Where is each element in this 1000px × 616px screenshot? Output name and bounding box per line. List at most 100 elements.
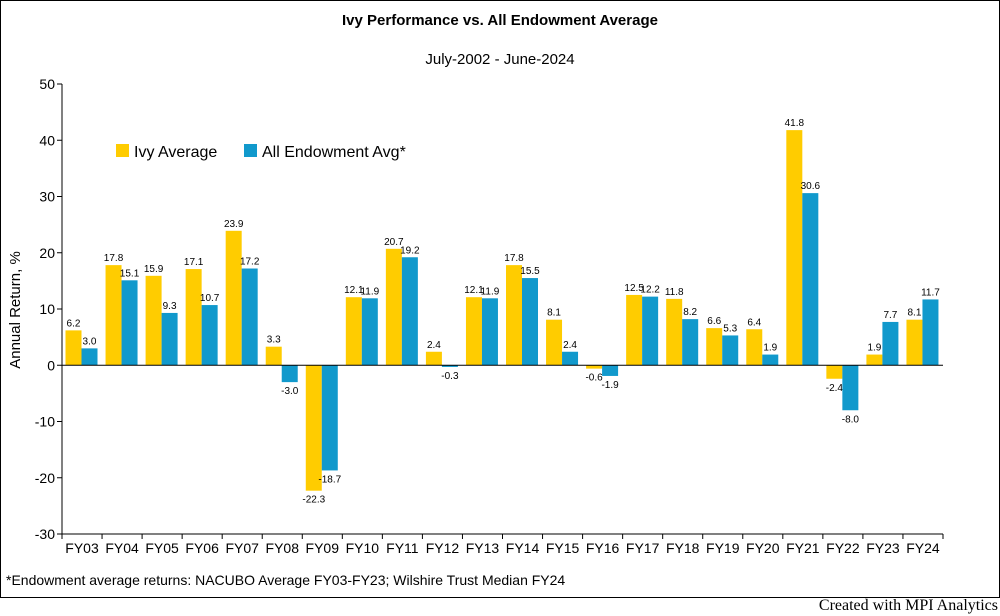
bar [906,319,923,366]
bars-layer: 6.23.0 17.8 15.1 15.9 9.3 17.1 10.7 23.9 17.2 3.3… [65,118,940,506]
data-label: 20.7 [384,237,404,248]
x-tick-label: FY07 [225,540,259,556]
bar [401,257,418,366]
data-label: 8.1 [547,308,561,319]
x-tick-label: FY23 [866,540,900,556]
bar [706,328,723,366]
data-label: 41.8 [785,118,805,129]
data-label: 11.7 [921,287,940,298]
bar [786,130,803,366]
data-label: 5.3 [723,323,737,334]
y-tick-label: 50 [39,76,55,92]
bar [642,296,659,366]
x-tick-label: FY10 [346,540,380,556]
bar [802,193,819,366]
data-label: 11.9 [481,286,500,297]
data-label: 30.6 [801,181,821,192]
data-label: -0.3 [441,371,459,382]
y-tick-label: 10 [39,301,55,317]
data-label: 12.5 [624,283,644,294]
data-label: 12.1 [464,285,484,296]
bar [465,297,482,366]
data-label: -3.0 [281,386,299,397]
data-label: 12.2 [640,285,660,296]
data-label: -22.3 [302,495,325,506]
legend-label: All Endowment Avg* [262,144,406,161]
x-tick-label: FY11 [386,540,419,556]
y-tick-label: -10 [35,414,55,430]
x-tick-label: FY16 [586,540,620,556]
data-label: 15.9 [144,264,164,275]
x-tick-label: FY04 [105,540,139,556]
data-label: 2.4 [563,340,577,351]
bar [241,268,258,366]
bar [281,365,298,383]
y-tick-label: -30 [35,526,55,542]
data-label: 1.9 [867,343,881,354]
y-tick-label: 0 [47,357,55,373]
x-tick-label: FY17 [626,540,660,556]
y-tick-label: 20 [39,245,55,261]
data-label: -18.7 [318,474,341,485]
data-label: -8.0 [842,414,860,425]
data-label: 15.5 [520,266,540,277]
y-tick-label: 30 [39,189,55,205]
chart-subtitle: July-2002 - June-2024 [425,51,574,68]
data-label: 19.2 [400,245,420,256]
x-tick-label: FY22 [826,540,860,556]
bar [145,275,162,366]
bar [922,299,939,366]
x-tick-label: FY24 [906,540,940,556]
bar [602,365,619,376]
data-label: 1.9 [763,343,777,354]
bar [626,294,643,366]
bar [321,365,338,471]
bar [722,335,739,366]
bar [441,365,458,367]
data-label: -0.6 [585,373,603,384]
data-label: -1.9 [601,380,619,391]
bar [666,298,683,366]
bar [225,230,242,366]
x-tick-label: FY13 [466,540,500,556]
footnote: *Endowment average returns: NACUBO Avera… [6,572,566,588]
data-label: 17.8 [104,253,124,264]
chart-title: Ivy Performance vs. All Endowment Averag… [342,12,658,29]
credit-text: Created with MPI Analytics [818,597,998,614]
x-tick-label: FY14 [506,540,540,556]
bar [121,280,138,366]
bar [842,365,859,411]
bar [161,312,178,366]
bar [201,305,218,366]
data-label: 6.4 [747,317,761,328]
bar [385,248,402,366]
data-label: 17.8 [504,253,524,264]
bar [682,319,699,366]
x-tick-label: FY06 [185,540,219,556]
x-tick-label: FY20 [746,540,780,556]
x-tick-label: FY15 [546,540,580,556]
bar [185,269,202,366]
data-label: 11.9 [360,286,379,297]
x-tick-label: FY09 [306,540,340,556]
bar [562,351,579,366]
bar [882,321,899,366]
y-axis-label: Annual Return, % [7,251,24,369]
bar [265,346,282,366]
data-label: 23.9 [224,219,244,230]
legend: Ivy Average All Endowment Avg* [116,144,406,161]
data-label: 6.6 [707,316,721,327]
bar [481,298,498,366]
y-tick-label: -20 [35,470,55,486]
bar [361,298,378,366]
axes-layer: FY03 FY04 FY05 FY06 FY07 FY08 FY09 FY10 FY11 FY12… [35,76,944,556]
bar [546,319,563,366]
data-label: 11.8 [665,287,684,298]
bar [762,354,779,366]
data-label: 2.4 [427,340,441,351]
x-tick-label: FY19 [706,540,740,556]
bar [746,329,763,366]
bar [826,365,843,379]
data-label: 8.1 [908,308,922,319]
